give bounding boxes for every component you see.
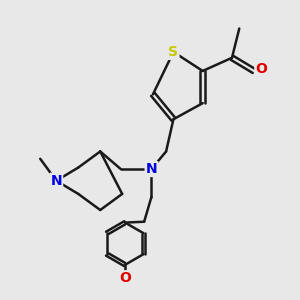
Text: S: S xyxy=(168,45,178,59)
Text: N: N xyxy=(146,162,157,176)
Text: O: O xyxy=(119,271,131,285)
Text: N: N xyxy=(50,174,62,188)
Text: O: O xyxy=(255,62,267,76)
